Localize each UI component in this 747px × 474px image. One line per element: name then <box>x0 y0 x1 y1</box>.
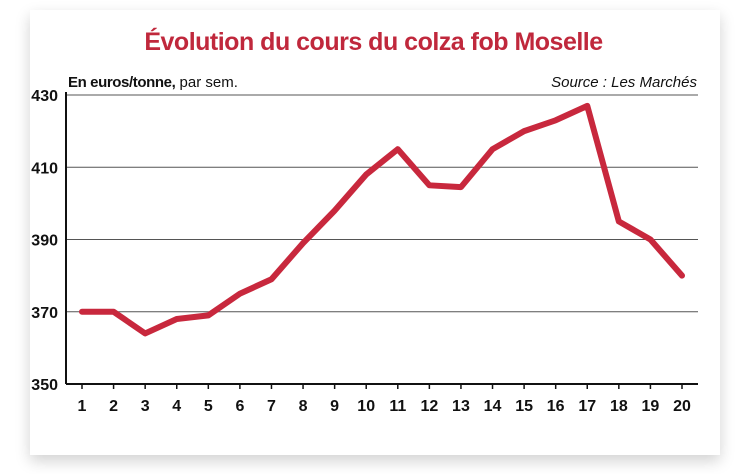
x-tick-label: 3 <box>141 398 150 415</box>
x-tick-label: 2 <box>109 398 118 415</box>
y-tick-label: 390 <box>31 233 58 250</box>
x-tick-label: 11 <box>389 398 406 415</box>
x-tick-label: 19 <box>642 398 660 415</box>
x-tick-label: 12 <box>420 398 438 415</box>
chart-card <box>30 10 720 455</box>
x-tick-label: 8 <box>299 398 308 415</box>
y-tick-label: 410 <box>31 160 58 177</box>
source-label: Source : Les Marchés <box>551 74 697 91</box>
x-tick-label: 16 <box>547 398 565 415</box>
x-tick-label: 17 <box>578 398 596 415</box>
x-tick-label: 5 <box>204 398 213 415</box>
x-tick-label: 18 <box>610 398 628 415</box>
series-line <box>79 102 685 337</box>
unit-label-rest: par sem. <box>175 74 238 91</box>
x-tick-label: 14 <box>484 398 502 415</box>
x-tick-label: 10 <box>357 398 375 415</box>
x-tick-label: 9 <box>330 398 339 415</box>
x-tick-label: 1 <box>78 398 87 415</box>
x-tick-label: 15 <box>515 398 533 415</box>
y-tick-label: 370 <box>31 305 58 322</box>
x-tick-label: 4 <box>172 398 181 415</box>
unit-label-bold: En euros/tonne, <box>68 74 176 91</box>
x-tick-label: 20 <box>673 398 691 415</box>
y-tick-label: 350 <box>31 377 58 394</box>
y-tick-label: 430 <box>31 88 58 105</box>
chart-title: Évolution du cours du colza fob Moselle <box>144 28 603 56</box>
x-tick-label: 7 <box>267 398 276 415</box>
x-tick-label: 6 <box>235 398 244 415</box>
x-tick-label: 13 <box>452 398 470 415</box>
unit-label: En euros/tonne, par sem. <box>68 74 238 91</box>
